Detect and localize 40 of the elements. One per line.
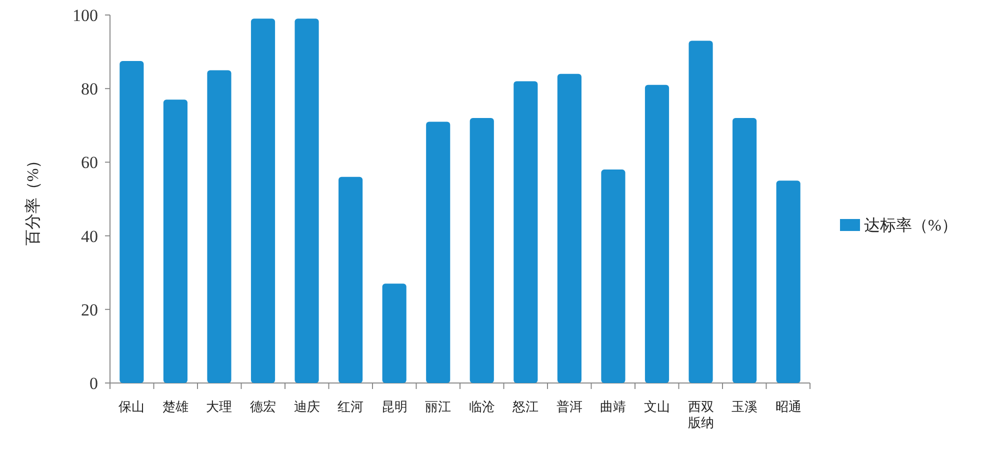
x-tick-label: 曲靖 [600,399,626,414]
x-tick-label: 德宏 [250,399,276,414]
bar [732,118,757,383]
y-tick-label: 0 [90,374,98,393]
x-tick-label: 楚雄 [162,399,188,414]
y-tick-label: 40 [81,226,98,246]
x-tick-label: 保山 [118,399,145,414]
x-tick-label: 昭通 [775,399,802,414]
bar [688,40,713,383]
bar [514,81,538,383]
x-tick-label: 西双版纳 [688,399,714,430]
y-tick-label: 80 [81,80,98,99]
x-tick-label: 丽江 [425,399,452,414]
bar [382,284,406,383]
x-tick-label: 红河 [338,399,364,414]
bar [207,70,232,383]
x-tick-label: 大理 [206,399,232,414]
bar [557,74,582,383]
x-tick-label: 文山 [644,399,670,414]
bar [163,100,188,383]
x-tick-label: 普洱 [556,399,582,414]
x-tick-label: 迪庆 [294,399,320,414]
x-tick-label: 玉溪 [732,399,758,414]
y-tick-label: 60 [81,153,98,172]
x-tick-label: 临沧 [468,399,495,414]
legend-label: 达标率（%） [864,216,958,235]
bar [426,122,450,383]
x-tick-label: 昆明 [381,399,408,414]
bar [120,61,144,383]
bar [601,170,626,383]
y-tick-label: 20 [81,300,98,320]
bar [776,180,800,383]
x-tick-label: 怒江 [512,399,539,414]
bar [294,18,319,383]
bar [470,118,494,383]
y-tick-label: 100 [72,6,98,25]
bar [338,176,363,383]
bar [250,18,276,383]
bar [644,84,670,383]
y-axis-title: 百分率（%） [24,152,42,246]
